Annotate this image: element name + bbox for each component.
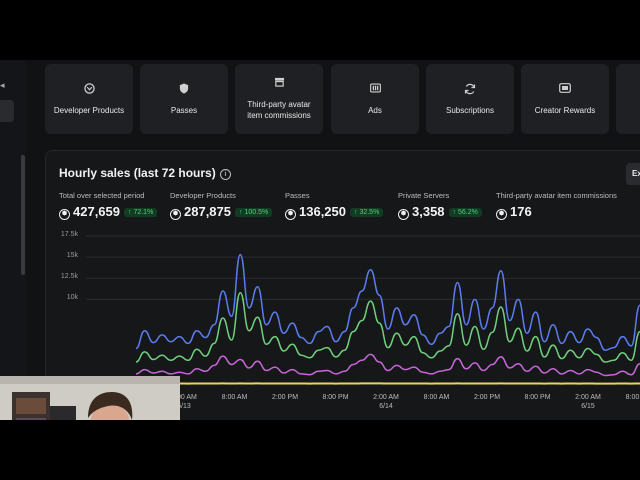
card-subscriptions[interactable]: Subscriptions bbox=[426, 64, 514, 134]
card-creator-rewards[interactable]: Creator Rewards bbox=[521, 64, 609, 134]
stat-value: 3,358 bbox=[412, 204, 445, 219]
x-tick-time: 8:00 AM bbox=[625, 394, 640, 401]
x-tick-time: 8:00 AM bbox=[221, 394, 248, 401]
x-tick-label: 2:00 AM 6/13 bbox=[166, 393, 202, 411]
x-tick-label: 8:00 PM bbox=[520, 393, 556, 402]
webcam-person-image bbox=[0, 376, 180, 420]
x-tick-label: 8:00 PM bbox=[318, 393, 354, 402]
stat-label: Private Servers bbox=[398, 191, 450, 200]
card-avatar-commissions[interactable]: Third-party avatar item commissions bbox=[235, 64, 323, 134]
change-badge: ↑ 32.5% bbox=[350, 208, 384, 217]
x-tick-time: 2:00 PM bbox=[271, 394, 299, 401]
x-tick-time: 8:00 PM bbox=[322, 394, 349, 401]
panel-title: Hourly sales (last 72 hours) i bbox=[59, 166, 231, 180]
y-tick-label: 17.5k bbox=[60, 231, 78, 238]
x-tick-label: 2:00 PM bbox=[469, 393, 505, 402]
x-tick-label: 2:00 AM 6/15 bbox=[570, 393, 606, 411]
stat-developer-products: Developer Products ⬢ 287,875 ↑ 100.5% bbox=[170, 191, 273, 220]
robux-icon: ⬢ bbox=[170, 209, 181, 220]
robux-icon: ⬢ bbox=[59, 209, 70, 220]
y-tick-label: 15k bbox=[66, 252, 78, 260]
series-line-1 bbox=[135, 291, 640, 363]
x-tick-date: 6/13 bbox=[177, 403, 191, 410]
card-more[interactable] bbox=[616, 64, 640, 134]
change-badge: ↑ 100.5% bbox=[235, 208, 273, 217]
webcam-overlay bbox=[0, 376, 180, 420]
robux-icon: ⬢ bbox=[398, 209, 409, 220]
stat-value: 287,875 bbox=[184, 204, 231, 219]
x-tick-label: 2:00 AM 6/14 bbox=[368, 393, 404, 411]
card-passes[interactable]: Passes bbox=[140, 64, 228, 134]
change-badge: ↑ 72.1% bbox=[124, 208, 158, 217]
x-tick-date: 6/14 bbox=[379, 403, 393, 410]
stat-value-row: ⬢ 3,358 ↑ 56.2% bbox=[398, 204, 482, 220]
sidebar-scrollbar[interactable] bbox=[21, 155, 25, 275]
subscriptions-icon bbox=[464, 83, 476, 97]
x-tick-time: 2:00 AM bbox=[373, 394, 399, 401]
series-line-2 bbox=[135, 353, 640, 377]
stat-avatar-commissions: Third-party avatar item commissions ⬢ 176 bbox=[496, 191, 617, 220]
collapse-arrow-icon[interactable]: ◂ bbox=[0, 80, 5, 90]
info-icon[interactable]: i bbox=[219, 169, 231, 180]
stat-value-row: ⬢ 176 bbox=[496, 204, 617, 220]
developer-products-icon bbox=[83, 82, 95, 97]
robux-icon: ⬢ bbox=[285, 209, 296, 220]
change-badge: ↑ 56.2% bbox=[448, 208, 482, 217]
stat-total: Total over selected period ⬢ 427,659 ↑ 72.… bbox=[59, 191, 158, 220]
x-tick-label: 8:00 AM bbox=[621, 393, 640, 402]
shield-icon bbox=[179, 82, 189, 97]
x-tick-date: 6/15 bbox=[581, 403, 595, 410]
card-label: Ads bbox=[368, 105, 382, 115]
stat-label: Passes bbox=[285, 191, 310, 200]
x-tick-label: 8:00 AM bbox=[419, 393, 455, 402]
revenue-category-cards: Developer Products Passes Third-party av… bbox=[45, 64, 640, 134]
card-developer-products[interactable]: Developer Products bbox=[45, 64, 133, 134]
card-label: Third-party avatar item commissions bbox=[247, 100, 311, 120]
left-sidebar: ◂ bbox=[0, 60, 26, 420]
stat-label: Total over selected period bbox=[59, 191, 145, 200]
card-label: Passes bbox=[170, 105, 198, 115]
stat-value: 136,250 bbox=[299, 204, 346, 219]
stat-value: 176 bbox=[510, 204, 532, 219]
card-label: Creator Rewards bbox=[534, 105, 596, 115]
stat-label: Developer Products bbox=[170, 191, 236, 200]
card-label: Developer Products bbox=[53, 105, 125, 115]
x-tick-label: 8:00 AM bbox=[217, 393, 253, 402]
x-tick-time: 8:00 AM bbox=[423, 394, 450, 401]
export-button[interactable]: Ex bbox=[626, 163, 640, 185]
x-tick-label: 2:00 PM bbox=[267, 393, 303, 402]
hourly-sales-panel: Hourly sales (last 72 hours) i Ex Total o… bbox=[45, 150, 640, 420]
hourly-sales-chart[interactable] bbox=[46, 151, 640, 420]
stat-label: Third-party avatar item commissions bbox=[496, 191, 617, 200]
shop-icon bbox=[274, 77, 285, 91]
stat-value: 427,659 bbox=[73, 204, 120, 219]
x-tick-time: 2:00 PM bbox=[473, 394, 501, 401]
x-tick-time: 8:00 PM bbox=[524, 394, 551, 401]
stat-value-row: ⬢ 136,250 ↑ 32.5% bbox=[285, 204, 384, 220]
ads-icon bbox=[369, 83, 381, 97]
y-tick-label: 12.5k bbox=[60, 273, 78, 281]
x-tick-time: 2:00 AM bbox=[171, 394, 197, 401]
robux-icon: ⬢ bbox=[496, 209, 507, 220]
rewards-icon bbox=[559, 82, 571, 97]
stat-passes: Passes ⬢ 136,250 ↑ 32.5% bbox=[285, 191, 384, 220]
sidebar-selected-item[interactable] bbox=[0, 100, 14, 122]
stat-private-servers: Private Servers ⬢ 3,358 ↑ 56.2% bbox=[398, 191, 482, 220]
stat-value-row: ⬢ 427,659 ↑ 72.1% bbox=[59, 204, 158, 220]
card-label: Subscriptions bbox=[445, 105, 495, 115]
y-tick-label: 10k bbox=[66, 294, 78, 302]
app-window: ◂ Developer Products Passes Third-party … bbox=[0, 60, 640, 420]
stat-value-row: ⬢ 287,875 ↑ 100.5% bbox=[170, 204, 273, 220]
card-ads[interactable]: Ads bbox=[331, 64, 419, 134]
series-line-0 bbox=[135, 253, 640, 351]
x-tick-time: 2:00 AM bbox=[575, 394, 601, 401]
